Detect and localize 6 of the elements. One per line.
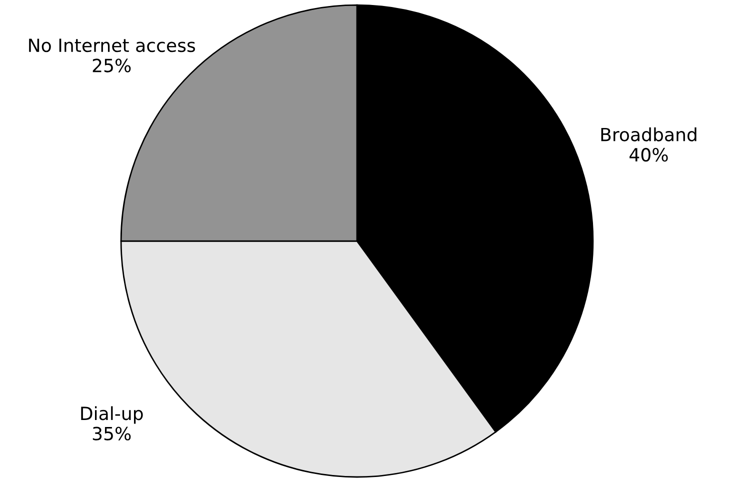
slice-label: Broadband — [601, 127, 696, 142]
slice-label: Dial-up — [81, 406, 143, 424]
data-label: 40% — [630, 148, 668, 162]
data-label: 25% — [92, 58, 131, 72]
slice-label: No Internet access — [29, 38, 196, 52]
data-label: 35% — [92, 426, 131, 440]
